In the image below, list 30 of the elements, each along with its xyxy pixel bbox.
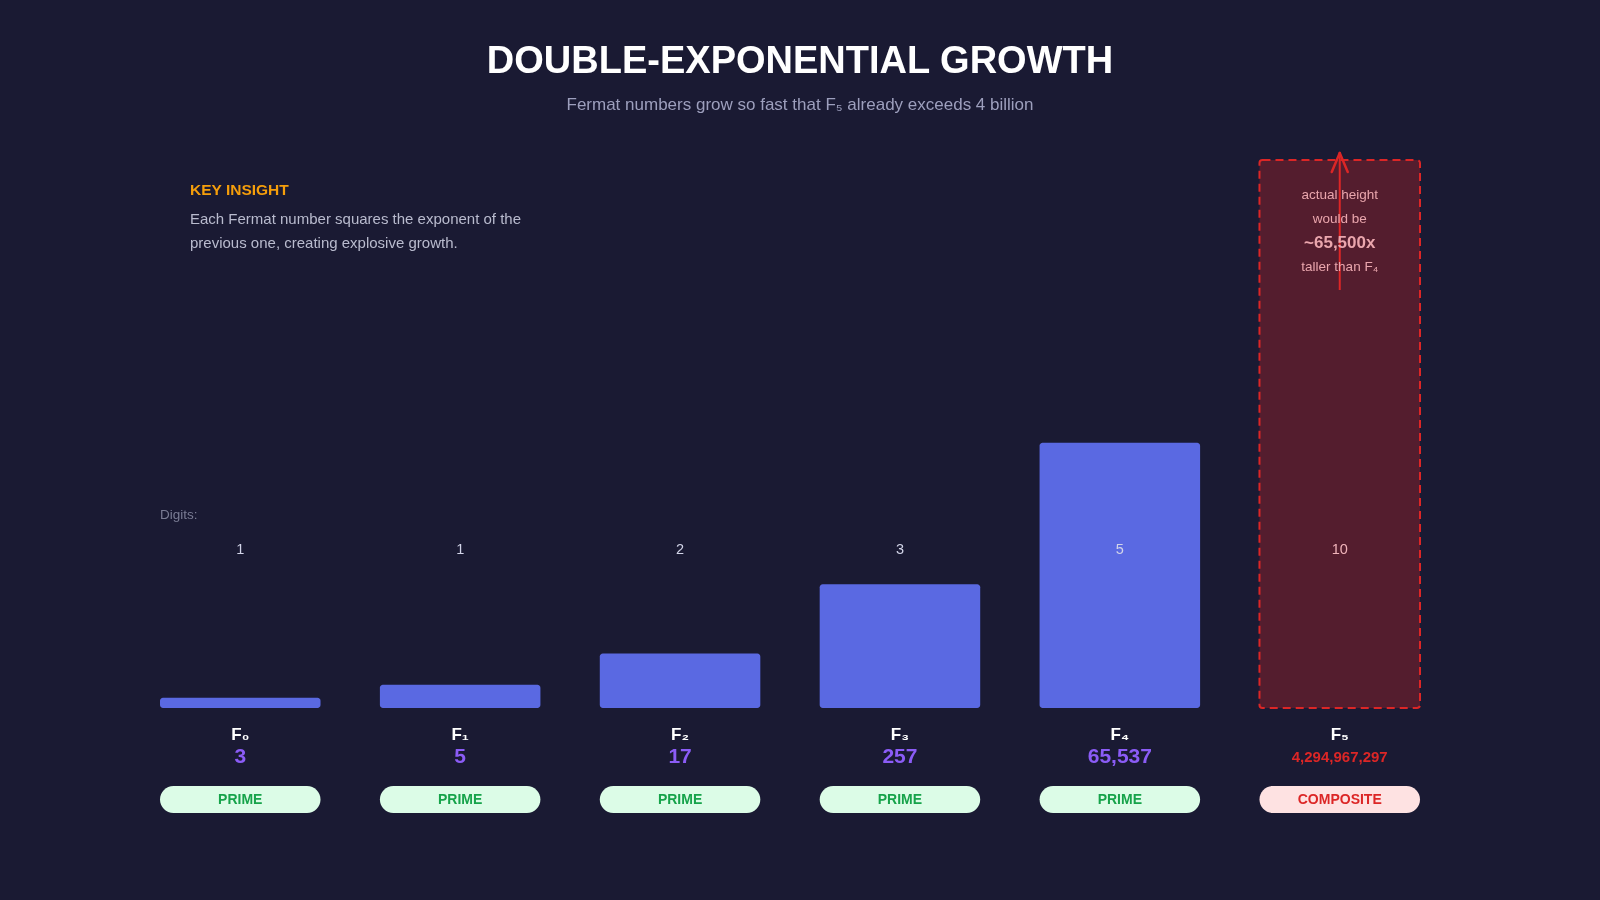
- data-label: 257: [882, 744, 918, 767]
- text: PRIME: [437, 791, 483, 807]
- annotation: 1: [456, 541, 465, 557]
- data-label: 65,537: [1087, 744, 1152, 767]
- annotation: actual height: [1301, 187, 1379, 202]
- annotation: 3: [895, 541, 904, 557]
- x-tick-label: F₄: [1110, 724, 1130, 744]
- x-tick-label: F₃: [890, 724, 910, 744]
- data-label: 5: [454, 744, 467, 767]
- chart-subtitle: Fermat numbers grow so fast that F₅ already exceeds 4 billion: [566, 94, 1034, 114]
- annotation: 5: [1115, 541, 1124, 557]
- annotation: Each Fermat number squares the exponent of the previous one, creating explosive growth.: [190, 210, 522, 251]
- x-tick-label: F₀: [231, 724, 250, 744]
- annotation: 10: [1331, 541, 1348, 557]
- data-label: 3: [234, 744, 247, 767]
- x-tick-label: F₂: [671, 724, 690, 744]
- annotation: Digits:: [160, 507, 198, 522]
- annotation: 1: [236, 541, 245, 557]
- text: PRIME: [877, 791, 923, 807]
- text: PRIME: [218, 791, 263, 807]
- text: PRIME: [657, 791, 703, 807]
- text: COMPOSITE: [1297, 791, 1382, 807]
- annotation: KEY INSIGHT: [190, 181, 290, 198]
- x-tick-label: F₅: [1330, 724, 1349, 744]
- chart-title: DOUBLE-EXPONENTIAL GROWTH: [486, 38, 1114, 81]
- x-tick-label: F₁: [451, 724, 469, 744]
- text: PRIME: [1097, 791, 1143, 807]
- data-label: 4,294,967,297: [1291, 748, 1388, 765]
- data-label: 17: [668, 744, 692, 767]
- annotation: 2: [676, 541, 685, 557]
